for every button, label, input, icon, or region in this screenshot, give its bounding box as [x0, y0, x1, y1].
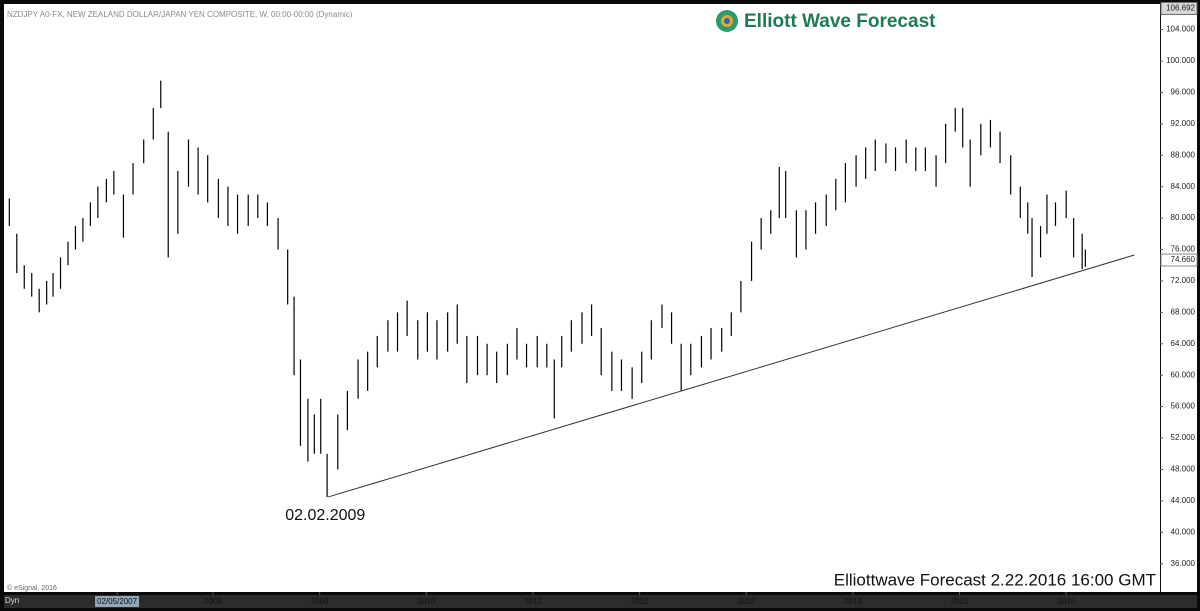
x-tick-label: 2011 — [524, 597, 542, 606]
x-tick-label: 2009 — [311, 597, 329, 606]
x-tick-highlight — [95, 596, 140, 607]
x-tick-label: 2015 — [951, 597, 969, 606]
y-tick-label: 72.000 — [1171, 276, 1196, 285]
y-tick-label: 68.000 — [1171, 307, 1196, 316]
y-tick-label: 52.000 — [1171, 433, 1196, 442]
x-axis-strip — [4, 595, 1197, 608]
copyright: © eSignal, 2016 — [7, 584, 57, 592]
y-tick-label: 88.000 — [1171, 150, 1196, 159]
y-tick-label: 84.000 — [1171, 182, 1196, 191]
x-tick-label: 2013 — [737, 597, 755, 606]
y-tick-label: 104.000 — [1166, 25, 1195, 34]
x-tick-label: 2016 — [1057, 597, 1075, 606]
y-tick-label: 96.000 — [1171, 88, 1196, 97]
top-value-label: 106.692 — [1166, 4, 1195, 13]
y-tick-label: 64.000 — [1171, 339, 1196, 348]
y-tick-label: 92.000 — [1171, 119, 1196, 128]
x-tick-label: 2010 — [417, 597, 435, 606]
y-tick-label: 80.000 — [1171, 213, 1196, 222]
y-tick-label: 40.000 — [1171, 527, 1196, 536]
annotation: 02.02.2009 — [285, 507, 365, 524]
y-tick-label: 56.000 — [1171, 402, 1196, 411]
plot-area — [4, 4, 1160, 592]
corner-label: Dyn — [5, 596, 19, 605]
y-tick-label: 36.000 — [1171, 559, 1196, 568]
logo: Elliott Wave Forecast — [716, 10, 936, 32]
y-tick-label: 100.000 — [1166, 56, 1195, 65]
last-price-label: 74.660 — [1171, 255, 1196, 264]
y-tick-label: 48.000 — [1171, 465, 1196, 474]
y-tick-label: 44.000 — [1171, 496, 1196, 505]
footer: Elliottwave Forecast 2.22.2016 16:00 GMT — [834, 570, 1156, 589]
x-tick-label: 2014 — [844, 597, 862, 606]
x-tick-label: 02/05/2007 — [97, 597, 138, 606]
x-tick-label: 2012 — [631, 597, 649, 606]
header: NZDJPY A0-FX, NEW ZEALAND DOLLAR/JAPAN Y… — [7, 10, 353, 19]
last-price-box — [1160, 253, 1198, 267]
logo-text: Elliott Wave Forecast — [744, 11, 936, 32]
y-tick-label: 76.000 — [1171, 245, 1196, 254]
y-tick-label: 60.000 — [1171, 370, 1196, 379]
logo-icon — [724, 18, 730, 24]
x-tick-label: 2008 — [204, 597, 222, 606]
trendline — [328, 254, 1135, 498]
top-value-box — [1160, 1, 1198, 15]
y-axis-panel — [1161, 4, 1197, 592]
